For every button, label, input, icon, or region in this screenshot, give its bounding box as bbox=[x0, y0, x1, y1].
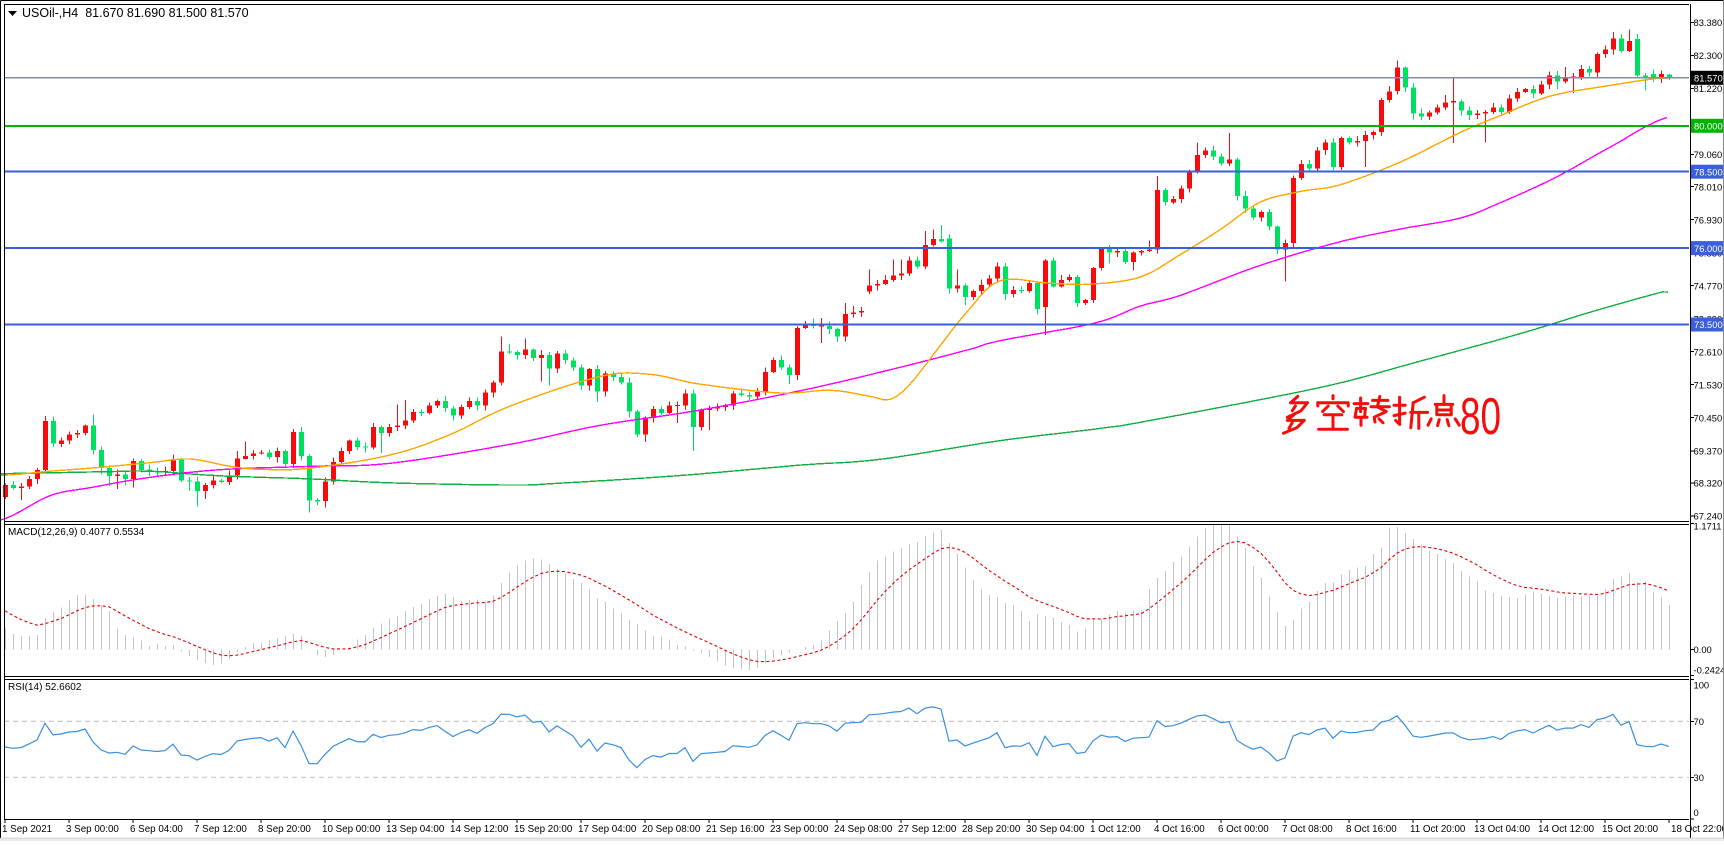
svg-text:23 Sep 00:00: 23 Sep 00:00 bbox=[770, 824, 829, 835]
svg-text:81.570: 81.570 bbox=[1694, 73, 1723, 84]
svg-text:10 Sep 00:00: 10 Sep 00:00 bbox=[322, 824, 381, 835]
svg-text:68.320: 68.320 bbox=[1694, 478, 1723, 489]
svg-text:20 Sep 08:00: 20 Sep 08:00 bbox=[642, 824, 701, 835]
svg-text:79.060: 79.060 bbox=[1694, 149, 1723, 160]
svg-text:74.770: 74.770 bbox=[1694, 280, 1723, 291]
svg-text:17 Sep 04:00: 17 Sep 04:00 bbox=[578, 824, 637, 835]
svg-text:4 Oct 16:00: 4 Oct 16:00 bbox=[1154, 824, 1205, 835]
svg-text:1 Sep 2021: 1 Sep 2021 bbox=[2, 824, 52, 835]
svg-text:14 Oct 12:00: 14 Oct 12:00 bbox=[1538, 824, 1595, 835]
svg-text:7 Sep 12:00: 7 Sep 12:00 bbox=[194, 824, 247, 835]
svg-text:15 Oct 20:00: 15 Oct 20:00 bbox=[1602, 824, 1659, 835]
svg-text:0.00: 0.00 bbox=[1694, 644, 1712, 655]
svg-text:15 Sep 20:00: 15 Sep 20:00 bbox=[514, 824, 573, 835]
svg-text:USOil-,H4 81.670 81.690 81.50: USOil-,H4 81.670 81.690 81.500 81.570 bbox=[22, 6, 249, 20]
svg-text:14 Sep 12:00: 14 Sep 12:00 bbox=[450, 824, 509, 835]
svg-text:13 Sep 04:00: 13 Sep 04:00 bbox=[386, 824, 445, 835]
svg-text:82.300: 82.300 bbox=[1694, 50, 1723, 61]
svg-text:30 Sep 04:00: 30 Sep 04:00 bbox=[1026, 824, 1085, 835]
svg-text:27 Sep 12:00: 27 Sep 12:00 bbox=[898, 824, 957, 835]
svg-text:78.010: 78.010 bbox=[1694, 181, 1723, 192]
svg-text:72.610: 72.610 bbox=[1694, 346, 1723, 357]
svg-text:13 Oct 04:00: 13 Oct 04:00 bbox=[1474, 824, 1531, 835]
svg-text:11 Oct 20:00: 11 Oct 20:00 bbox=[1410, 824, 1466, 835]
svg-text:71.530: 71.530 bbox=[1694, 379, 1723, 390]
svg-text:7 Oct 08:00: 7 Oct 08:00 bbox=[1282, 824, 1333, 835]
svg-text:21 Sep 16:00: 21 Sep 16:00 bbox=[706, 824, 765, 835]
svg-text:78.500: 78.500 bbox=[1694, 166, 1723, 177]
svg-text:-0.2424: -0.2424 bbox=[1694, 665, 1724, 676]
svg-text:6 Sep 04:00: 6 Sep 04:00 bbox=[130, 824, 183, 835]
svg-text:30: 30 bbox=[1694, 772, 1704, 783]
svg-text:24 Sep 08:00: 24 Sep 08:00 bbox=[834, 824, 893, 835]
svg-text:80.000: 80.000 bbox=[1694, 121, 1723, 132]
svg-text:3 Sep 00:00: 3 Sep 00:00 bbox=[66, 824, 119, 835]
svg-text:83.380: 83.380 bbox=[1694, 17, 1723, 28]
svg-text:1.1711: 1.1711 bbox=[1694, 520, 1722, 531]
svg-text:1 Oct 12:00: 1 Oct 12:00 bbox=[1090, 824, 1141, 835]
svg-text:8 Oct 16:00: 8 Oct 16:00 bbox=[1346, 824, 1397, 835]
svg-text:80: 80 bbox=[1460, 388, 1501, 446]
svg-text:70.450: 70.450 bbox=[1694, 412, 1723, 423]
svg-text:76.930: 76.930 bbox=[1694, 214, 1723, 225]
svg-text:MACD(12,26,9) 0.4077 0.5534: MACD(12,26,9) 0.4077 0.5534 bbox=[8, 527, 145, 538]
svg-text:28 Sep 20:00: 28 Sep 20:00 bbox=[962, 824, 1021, 835]
svg-text:76.000: 76.000 bbox=[1694, 243, 1723, 254]
svg-text:100: 100 bbox=[1694, 680, 1710, 691]
svg-text:8 Sep 20:00: 8 Sep 20:00 bbox=[258, 824, 311, 835]
svg-text:70: 70 bbox=[1694, 716, 1704, 727]
svg-text:81.220: 81.220 bbox=[1694, 83, 1723, 94]
svg-text:RSI(14) 52.6602: RSI(14) 52.6602 bbox=[8, 682, 82, 693]
svg-text:6 Oct 00:00: 6 Oct 00:00 bbox=[1218, 824, 1269, 835]
svg-text:0: 0 bbox=[1694, 807, 1699, 818]
svg-text:69.370: 69.370 bbox=[1694, 446, 1723, 457]
svg-text:18 Oct 22:00: 18 Oct 22:00 bbox=[1671, 824, 1724, 835]
svg-text:73.500: 73.500 bbox=[1694, 319, 1723, 330]
